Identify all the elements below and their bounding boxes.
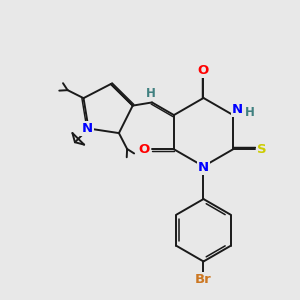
Text: S: S: [257, 143, 267, 156]
Text: Br: Br: [195, 273, 212, 286]
Text: O: O: [198, 64, 209, 77]
Text: N: N: [198, 161, 209, 174]
Text: H: H: [146, 87, 155, 100]
Text: O: O: [139, 143, 150, 156]
Text: H: H: [244, 106, 254, 118]
Text: N: N: [232, 103, 243, 116]
Text: N: N: [82, 122, 93, 135]
